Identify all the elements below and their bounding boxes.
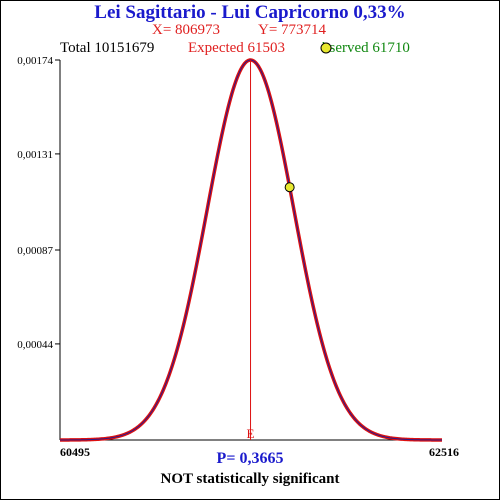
observed-text: bserved 61710 xyxy=(322,40,410,56)
expected-marker-label: E xyxy=(247,426,255,441)
y-tick-label: 0,00174 xyxy=(17,55,53,67)
y-tick-label: 0,00044 xyxy=(17,339,53,351)
x-value-text: X= 806973 xyxy=(152,22,221,38)
significance-text: NOT statistically significant xyxy=(160,471,340,487)
y-tick-label: 0,00131 xyxy=(17,149,53,161)
chart-title: Lei Sagittario - Lui Capricorno 0,33% xyxy=(94,2,406,23)
x-tick-label: 60495 xyxy=(60,445,90,459)
expected-text: Expected 61503 xyxy=(188,40,286,56)
total-text: Total 10151679 xyxy=(60,40,155,56)
y-value-text: Y= 773714 xyxy=(258,22,327,38)
x-tick-label: 62516 xyxy=(429,445,459,459)
p-value-text: P= 0,3665 xyxy=(216,450,284,467)
observed-legend-marker xyxy=(320,42,332,54)
observed-marker xyxy=(284,182,295,193)
y-tick-label: 0,00087 xyxy=(17,245,53,257)
